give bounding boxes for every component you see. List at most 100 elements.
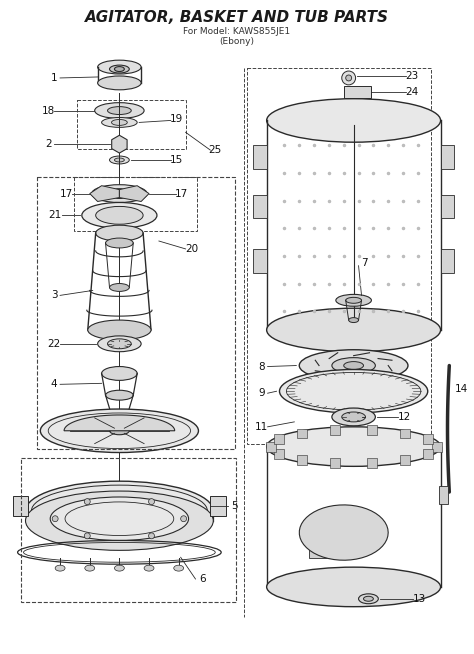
Ellipse shape [267,99,441,142]
Circle shape [181,516,187,522]
Bar [330,458,340,468]
Bar [401,455,410,464]
Bar [20,458,236,602]
Bar [37,177,235,449]
Bar [247,68,431,443]
Ellipse shape [101,118,137,128]
Circle shape [52,516,58,522]
Ellipse shape [346,298,362,303]
Ellipse shape [364,596,374,601]
Ellipse shape [109,156,129,164]
Text: AGITATOR, BASKET AND TUB PARTS: AGITATOR, BASKET AND TUB PARTS [85,10,389,25]
Text: (Ebony): (Ebony) [219,37,255,46]
Ellipse shape [108,107,131,114]
Ellipse shape [26,481,213,540]
Text: 18: 18 [42,105,55,116]
Ellipse shape [111,120,128,126]
Bar [74,177,198,231]
Ellipse shape [111,412,128,418]
Text: 23: 23 [405,71,419,81]
Ellipse shape [109,188,129,199]
Ellipse shape [174,565,183,571]
Ellipse shape [109,65,129,73]
Bar [330,425,340,435]
Ellipse shape [358,594,378,604]
Text: 12: 12 [397,412,410,422]
Bar [210,496,226,516]
Text: 14: 14 [455,385,468,394]
Ellipse shape [98,60,141,74]
Ellipse shape [336,528,352,538]
Ellipse shape [108,339,131,349]
Circle shape [342,71,356,85]
Text: 6: 6 [199,574,206,584]
Ellipse shape [50,497,189,540]
Ellipse shape [101,366,137,381]
Bar [423,449,433,459]
Ellipse shape [82,203,157,228]
Ellipse shape [95,103,144,118]
Ellipse shape [267,427,441,466]
Bar [77,99,186,149]
Ellipse shape [332,408,375,426]
Bar [253,145,267,169]
Ellipse shape [267,308,441,352]
Text: 1: 1 [51,73,57,83]
Circle shape [148,533,155,539]
Text: 5: 5 [231,501,237,511]
Polygon shape [300,505,388,560]
Bar [432,441,442,451]
Text: 4: 4 [51,379,57,389]
Text: 13: 13 [413,594,427,604]
Text: 8: 8 [258,362,265,371]
Ellipse shape [332,358,375,373]
Ellipse shape [299,350,408,381]
Polygon shape [119,186,149,201]
Bar [253,195,267,218]
Text: 22: 22 [47,339,61,349]
Ellipse shape [92,184,147,203]
Bar [274,434,284,444]
Text: 24: 24 [405,87,419,97]
Text: 7: 7 [361,258,368,267]
Bar [367,425,377,435]
Text: 17: 17 [59,188,73,199]
Bar [13,496,28,516]
Ellipse shape [26,491,213,551]
Bar [344,86,372,97]
Text: For Model: KAWS855JE1: For Model: KAWS855JE1 [183,27,291,36]
Bar [441,249,455,273]
Ellipse shape [55,565,65,571]
Bar [423,434,433,444]
Ellipse shape [342,412,365,422]
Text: 2: 2 [45,139,52,149]
Circle shape [84,533,90,539]
Ellipse shape [114,67,124,71]
Text: 20: 20 [185,244,198,254]
Ellipse shape [40,409,199,453]
Text: 21: 21 [48,211,62,220]
Bar [401,428,410,438]
Text: 11: 11 [255,422,268,432]
Polygon shape [64,415,175,431]
Bar [441,195,455,218]
Ellipse shape [98,76,141,90]
Bar [253,249,267,273]
Bar [297,455,307,464]
Polygon shape [90,186,119,201]
Ellipse shape [88,320,151,340]
Bar [309,542,331,559]
Bar [297,428,307,438]
Polygon shape [112,135,127,153]
Ellipse shape [336,294,372,306]
Ellipse shape [109,284,129,292]
Ellipse shape [114,565,124,571]
Circle shape [148,498,155,505]
Ellipse shape [96,225,143,241]
Text: 9: 9 [258,388,265,398]
Ellipse shape [324,521,364,544]
Bar [274,449,284,459]
Circle shape [84,498,90,505]
Text: 19: 19 [170,114,183,124]
Ellipse shape [106,238,133,248]
